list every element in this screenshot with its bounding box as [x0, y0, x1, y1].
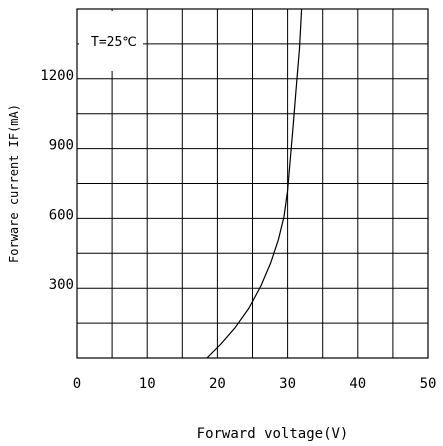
annotation-temperature: T=25℃	[91, 35, 137, 50]
x-tick-label: 40	[349, 376, 366, 392]
plot-frame	[76, 8, 429, 359]
y-tick-label: 300	[49, 277, 74, 293]
x-tick-label: 20	[209, 376, 226, 392]
y-axis-title: Forware current IF(mA)	[7, 104, 21, 263]
x-tick-label: 10	[139, 376, 156, 392]
y-tick-label: 900	[49, 138, 74, 154]
x-tick-label: 30	[279, 376, 296, 392]
y-tick-label: 600	[49, 207, 74, 223]
x-axis-title: Forward voltage(V)	[197, 426, 349, 442]
iv-curve-line	[206, 9, 303, 358]
x-tick-label: 0	[73, 376, 81, 392]
annotation-box	[79, 11, 143, 71]
y-tick-label: 1200	[40, 68, 74, 84]
x-tick-label: 50	[420, 376, 437, 392]
